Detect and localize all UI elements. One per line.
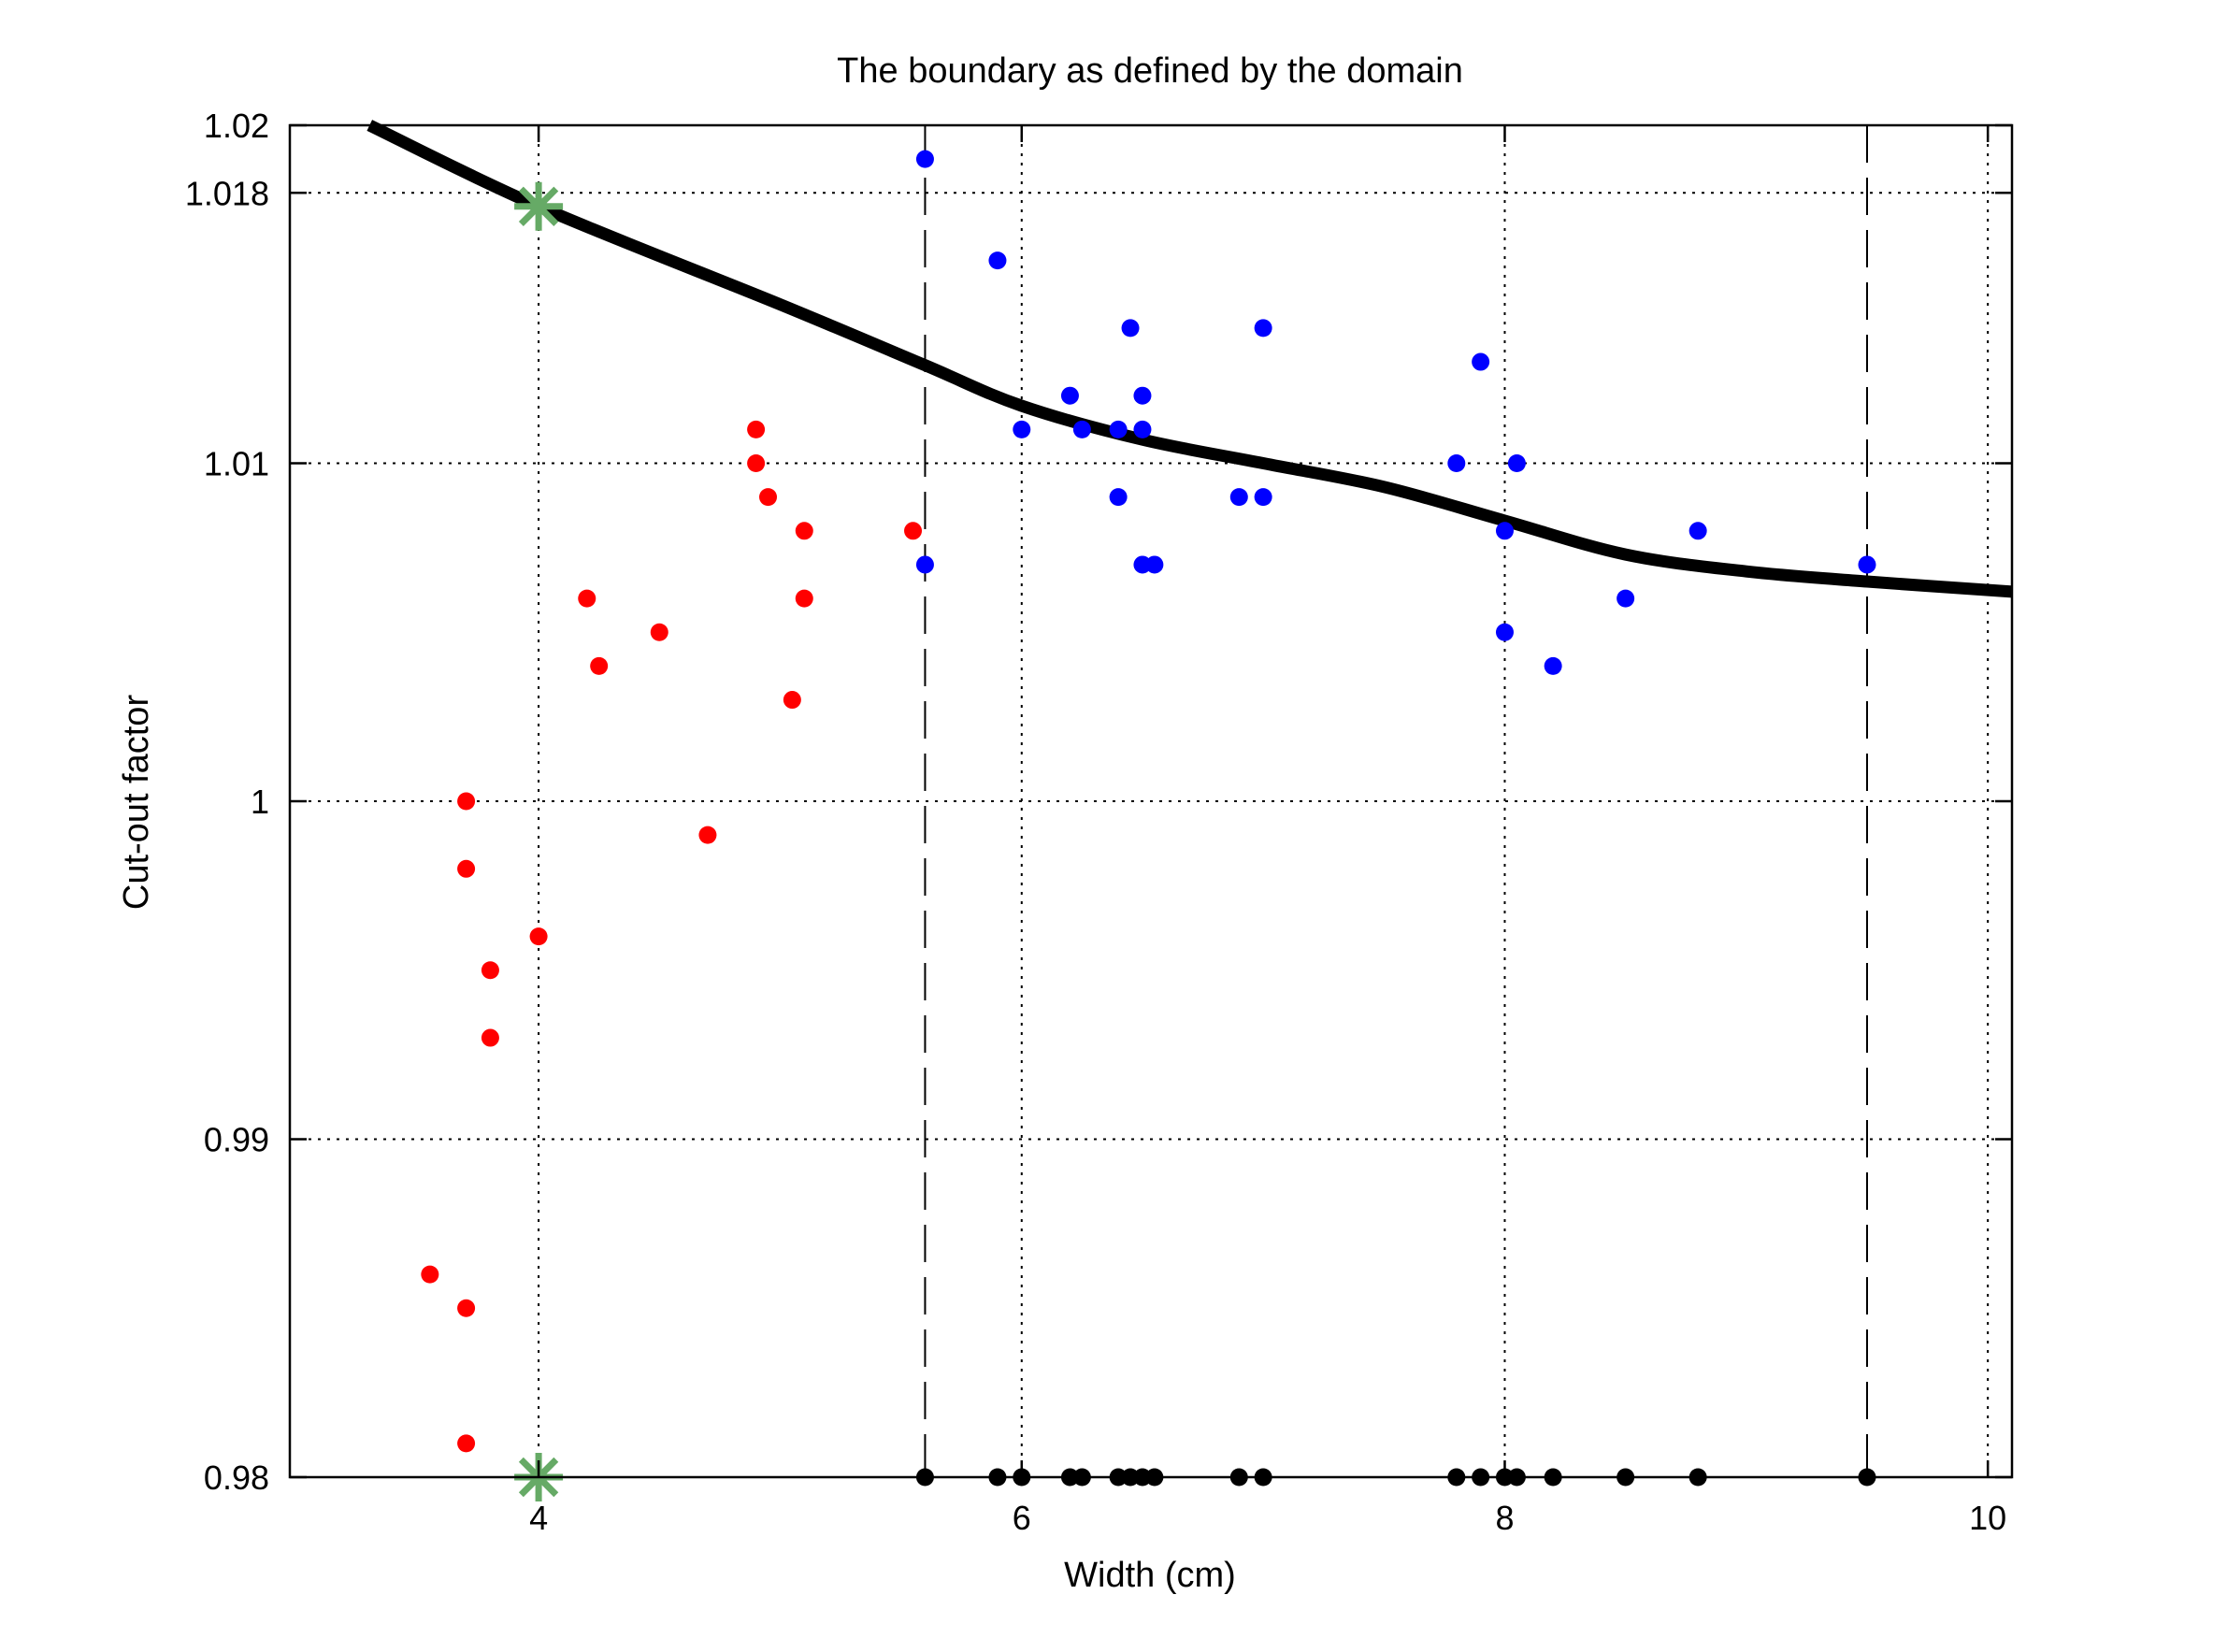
grid-lines: [290, 124, 2012, 1478]
y-tick-label: 1: [251, 783, 269, 821]
blue-point: [1133, 386, 1152, 405]
red-point: [457, 859, 476, 878]
boundary-curve-group: [366, 120, 2013, 598]
blue-point: [1858, 555, 1876, 574]
blue-point: [988, 251, 1007, 270]
red-point: [747, 454, 766, 472]
axis-ticks: 4 6 8 10 0.98 0.99 1 1.01 1.018 1.02: [185, 107, 2012, 1537]
red-point: [578, 589, 596, 608]
blue-point: [1507, 454, 1526, 472]
x-tick-label: 4: [529, 1499, 548, 1537]
blue-point: [1688, 522, 1707, 540]
star-stroke: [518, 186, 559, 226]
blue-point: [1229, 488, 1248, 507]
star-marker: [514, 181, 564, 231]
red-point: [795, 589, 813, 608]
red-point: [747, 420, 766, 438]
blue-point: [1544, 656, 1562, 675]
blue-point: [1072, 420, 1091, 438]
red-point: [590, 656, 609, 675]
blue-point: [1109, 488, 1128, 507]
blue-point: [915, 555, 934, 574]
blue-point: [1109, 420, 1128, 438]
red-point: [481, 1028, 499, 1047]
x-axis-label: Width (cm): [1064, 1556, 1236, 1595]
red-point: [481, 961, 499, 980]
y-tick-label: 0.98: [204, 1458, 269, 1497]
red-point: [457, 792, 476, 811]
y-tick-label: 1.018: [185, 174, 269, 212]
chart-title: The boundary as defined by the domain: [837, 51, 1463, 91]
red-point: [698, 826, 717, 844]
x-tick-label: 6: [1013, 1499, 1031, 1537]
red-point: [904, 522, 923, 540]
vertical-dashed-lines: [924, 125, 1868, 1477]
blue-point: [1121, 319, 1140, 338]
red-point: [421, 1265, 439, 1284]
y-tick-label: 1.02: [204, 107, 269, 145]
blue-point: [1447, 454, 1466, 472]
red-point: [759, 488, 778, 507]
data-points: [421, 150, 1876, 1501]
y-tick-label: 1.01: [204, 445, 269, 483]
blue-point: [1617, 589, 1635, 608]
y-tick-label: 0.99: [204, 1121, 269, 1159]
red-point: [529, 927, 548, 946]
y-axis-label: Cut-out factor: [117, 695, 156, 911]
red-point: [457, 1299, 476, 1317]
red-point: [795, 522, 813, 540]
blue-point: [1495, 522, 1514, 540]
blue-point: [915, 150, 934, 168]
red-point: [650, 623, 668, 641]
blue-point: [1133, 420, 1152, 438]
blue-point: [1254, 488, 1272, 507]
blue-point: [1145, 555, 1164, 574]
blue-point: [1013, 420, 1031, 438]
blue-point: [1495, 623, 1514, 641]
x-tick-label: 10: [1969, 1499, 2006, 1537]
red-point: [783, 691, 801, 710]
blue-point: [1254, 319, 1272, 338]
blue-point: [1060, 386, 1079, 405]
boundary-curve: [366, 120, 2013, 598]
x-tick-label: 8: [1495, 1499, 1514, 1537]
blue-point: [1472, 352, 1490, 371]
red-point: [457, 1434, 476, 1453]
